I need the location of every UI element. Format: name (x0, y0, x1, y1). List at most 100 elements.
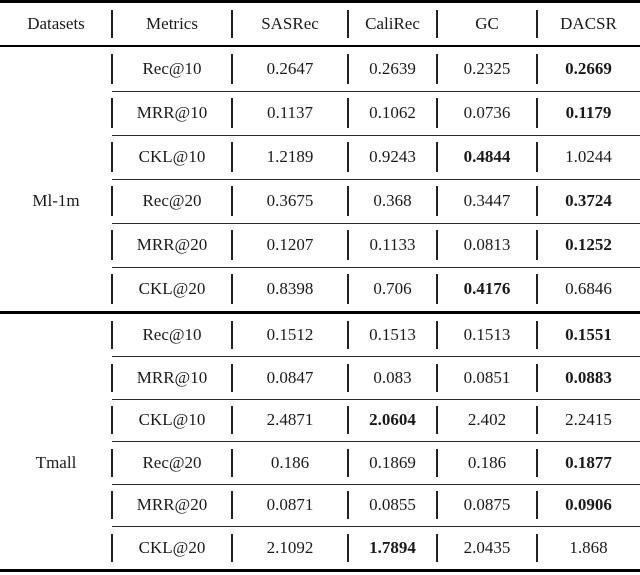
metric-cell: CKL@10 (111, 135, 232, 179)
value-cell: 0.0813 (436, 223, 537, 267)
value-cell: 0.2639 (347, 47, 437, 91)
dataset-spacer-cell (0, 399, 112, 442)
dataset-label: Ml-1m (32, 191, 80, 210)
value-cell: 1.0244 (536, 135, 640, 179)
value-cell: 0.3675 (231, 179, 348, 223)
table-header-row: Datasets Metrics SASRec CaliRec GC DACSR (0, 3, 640, 45)
dataset-spacer-cell (0, 527, 112, 570)
value-cell: 0.0847 (231, 357, 348, 400)
dataset-spacer-cell (0, 135, 112, 179)
metric-cell: CKL@10 (111, 399, 232, 442)
table-row: CKL@20 2.1092 1.7894 2.0435 1.868 (0, 526, 640, 570)
value-cell: 0.1252 (536, 223, 640, 267)
table-row: Rec@10 0.2647 0.2639 0.2325 0.2669 (0, 47, 640, 91)
dataset-group: Tmall Rec@10 0.1512 0.1513 0.1513 0.1551 MRR@1… (0, 314, 640, 569)
column-header-calirec: CaliRec (347, 3, 437, 45)
table-row: MRR@20 0.0871 0.0855 0.0875 0.0906 (0, 483, 640, 527)
value-cell: 0.8398 (231, 267, 348, 311)
column-header-gc: GC (436, 3, 537, 45)
value-cell: 1.7894 (347, 527, 437, 570)
value-cell: 0.1869 (347, 442, 437, 485)
value-cell: 0.0875 (436, 484, 537, 527)
value-cell: 0.9243 (347, 135, 437, 179)
dataset-spacer-cell (0, 47, 112, 91)
value-cell: 0.0883 (536, 357, 640, 400)
value-cell: 0.1207 (231, 223, 348, 267)
metric-cell: CKL@20 (111, 527, 232, 570)
column-header-dacsr: DACSR (536, 3, 640, 45)
value-cell: 0.1512 (231, 314, 348, 357)
dataset-separator-rule (0, 311, 640, 314)
table-row: MRR@20 0.1207 0.1133 0.0813 0.1252 (0, 222, 640, 267)
column-header-datasets: Datasets (27, 14, 85, 33)
value-cell: 2.1092 (231, 527, 348, 570)
metric-cell: Rec@20 (111, 442, 232, 485)
dataset-spacer-cell (0, 357, 112, 400)
table-row: MRR@10 0.0847 0.083 0.0851 0.0883 (0, 356, 640, 400)
value-cell: 0.1513 (347, 314, 437, 357)
value-cell: 0.1513 (436, 314, 537, 357)
metric-cell: CKL@20 (111, 267, 232, 311)
table-row: CKL@20 0.8398 0.706 0.4176 0.6846 (0, 266, 640, 311)
value-cell: 0.706 (347, 267, 437, 311)
dataset-spacer-cell (0, 91, 112, 135)
metric-cell: Rec@10 (111, 47, 232, 91)
value-cell: 2.2415 (536, 399, 640, 442)
value-cell: 0.6846 (536, 267, 640, 311)
dataset-spacer-cell (0, 484, 112, 527)
metric-cell: MRR@10 (111, 91, 232, 135)
value-cell: 0.1137 (231, 91, 348, 135)
header-rule (0, 45, 640, 47)
value-cell: 0.1062 (347, 91, 437, 135)
table-row: CKL@10 2.4871 2.0604 2.402 2.2415 (0, 398, 640, 442)
value-cell: 0.083 (347, 357, 437, 400)
dataset-spacer-cell (0, 223, 112, 267)
table-row: Rec@10 0.1512 0.1513 0.1513 0.1551 (0, 314, 640, 357)
value-cell: 2.0604 (347, 399, 437, 442)
metric-cell: Rec@10 (111, 314, 232, 357)
value-cell: 0.1179 (536, 91, 640, 135)
value-cell: 0.4844 (436, 135, 537, 179)
value-cell: 0.186 (436, 442, 537, 485)
value-cell: 0.4176 (436, 267, 537, 311)
value-cell: 2.0435 (436, 527, 537, 570)
top-rule (0, 0, 640, 3)
value-cell: 0.2325 (436, 47, 537, 91)
value-cell: 0.0736 (436, 91, 537, 135)
metric-cell: MRR@20 (111, 484, 232, 527)
table-row: MRR@10 0.1137 0.1062 0.0736 0.1179 (0, 90, 640, 135)
value-cell: 0.3447 (436, 179, 537, 223)
metric-cell: MRR@20 (111, 223, 232, 267)
dataset-spacer-cell (0, 442, 112, 485)
dataset-spacer-cell (0, 314, 112, 357)
value-cell: 0.2669 (536, 47, 640, 91)
dataset-spacer-cell (0, 267, 112, 311)
table-row: Rec@20 0.3675 0.368 0.3447 0.3724 (0, 178, 640, 223)
metric-cell: Rec@20 (111, 179, 232, 223)
metric-cell: MRR@10 (111, 357, 232, 400)
value-cell: 2.4871 (231, 399, 348, 442)
value-cell: 0.0906 (536, 484, 640, 527)
value-cell: 1.2189 (231, 135, 348, 179)
value-cell: 0.1133 (347, 223, 437, 267)
bottom-rule (0, 569, 640, 572)
dataset-label: Tmall (35, 452, 77, 472)
table-row: Rec@20 0.186 0.1869 0.186 0.1877 (0, 441, 640, 485)
value-cell: 0.0855 (347, 484, 437, 527)
value-cell: 0.368 (347, 179, 437, 223)
value-cell: 2.402 (436, 399, 537, 442)
value-cell: 0.1551 (536, 314, 640, 357)
value-cell: 0.3724 (536, 179, 640, 223)
table-row: CKL@10 1.2189 0.9243 0.4844 1.0244 (0, 134, 640, 179)
value-cell: 0.0851 (436, 357, 537, 400)
value-cell: 0.186 (231, 442, 348, 485)
table-body: Ml-1m Rec@10 0.2647 0.2639 0.2325 0.2669 MRR@1… (0, 47, 640, 569)
value-cell: 1.868 (536, 527, 640, 570)
dataset-group: Ml-1m Rec@10 0.2647 0.2639 0.2325 0.2669 MRR@1… (0, 47, 640, 311)
value-cell: 0.0871 (231, 484, 348, 527)
column-header-metrics: Metrics (111, 3, 232, 45)
dataset-spacer-cell (0, 179, 112, 223)
value-cell: 0.1877 (536, 442, 640, 485)
value-cell: 0.2647 (231, 47, 348, 91)
